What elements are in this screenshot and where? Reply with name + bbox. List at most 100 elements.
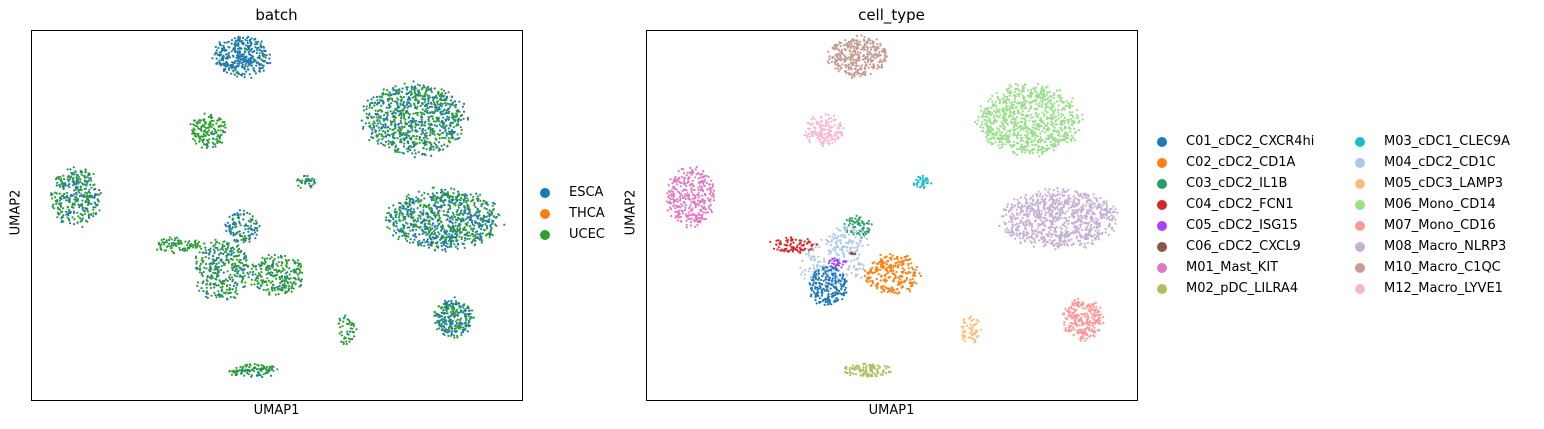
point	[1045, 144, 1049, 147]
point	[258, 66, 261, 70]
point	[1071, 97, 1074, 100]
point	[428, 134, 432, 137]
point	[240, 65, 243, 68]
point	[443, 333, 446, 336]
point	[383, 144, 386, 147]
point	[1012, 121, 1015, 124]
point	[423, 144, 426, 147]
point	[463, 226, 466, 229]
point	[850, 45, 853, 48]
point	[311, 177, 314, 180]
point	[51, 197, 54, 200]
point	[1003, 125, 1006, 128]
point	[847, 43, 850, 47]
point	[242, 209, 246, 212]
point	[299, 270, 302, 273]
point	[1020, 117, 1023, 120]
point	[204, 129, 207, 132]
point	[995, 104, 998, 107]
batch-umap-plot	[31, 30, 523, 401]
point	[398, 135, 401, 138]
point	[413, 89, 416, 92]
point	[265, 54, 268, 57]
point	[1029, 104, 1032, 107]
point	[855, 65, 858, 68]
point	[424, 92, 427, 95]
point	[260, 364, 263, 367]
point	[284, 292, 287, 295]
point	[243, 237, 246, 240]
point	[456, 195, 459, 198]
point	[975, 123, 979, 126]
point	[376, 122, 379, 125]
point	[407, 147, 410, 150]
point	[1002, 98, 1005, 101]
point	[220, 133, 223, 136]
point	[414, 126, 417, 129]
point	[314, 181, 317, 184]
point	[851, 38, 854, 41]
point	[223, 49, 226, 52]
point	[170, 238, 173, 241]
point	[256, 43, 259, 46]
point	[299, 266, 302, 269]
point	[445, 312, 448, 315]
point	[165, 249, 168, 252]
point	[176, 236, 179, 239]
point	[54, 178, 58, 181]
point	[1020, 150, 1023, 154]
point	[268, 267, 272, 270]
point	[380, 110, 383, 113]
point	[274, 293, 277, 296]
point	[394, 112, 397, 115]
point	[254, 72, 257, 75]
point	[455, 237, 458, 240]
point	[289, 277, 292, 280]
point	[213, 291, 216, 294]
point	[400, 122, 403, 125]
point	[93, 194, 96, 197]
point	[193, 132, 196, 135]
point	[300, 264, 303, 267]
point	[406, 123, 409, 126]
point	[243, 274, 246, 277]
point	[440, 132, 443, 135]
point	[229, 296, 232, 299]
point	[220, 289, 223, 292]
point	[412, 201, 415, 204]
point	[996, 115, 1000, 118]
point	[258, 55, 261, 58]
point	[484, 223, 487, 226]
point	[393, 142, 396, 145]
point	[228, 250, 231, 253]
point	[247, 59, 250, 62]
point	[1007, 115, 1011, 118]
point	[441, 113, 444, 116]
point	[256, 280, 259, 283]
point	[488, 232, 491, 235]
point	[461, 217, 464, 220]
point	[220, 50, 223, 53]
point	[870, 65, 873, 68]
point	[263, 257, 266, 260]
point	[1021, 90, 1024, 93]
point	[398, 90, 401, 93]
point	[407, 134, 410, 137]
point	[221, 280, 224, 283]
point	[457, 311, 460, 314]
point	[438, 141, 441, 144]
point	[863, 61, 867, 64]
point	[73, 203, 76, 206]
point	[467, 305, 470, 308]
point	[403, 133, 406, 136]
point	[98, 209, 101, 212]
point	[231, 268, 234, 271]
point	[56, 211, 59, 214]
point	[1038, 149, 1041, 152]
cluster-6	[224, 209, 261, 244]
point	[242, 239, 246, 242]
point	[455, 115, 458, 118]
point	[243, 50, 246, 53]
point	[194, 239, 197, 242]
point	[421, 116, 424, 119]
